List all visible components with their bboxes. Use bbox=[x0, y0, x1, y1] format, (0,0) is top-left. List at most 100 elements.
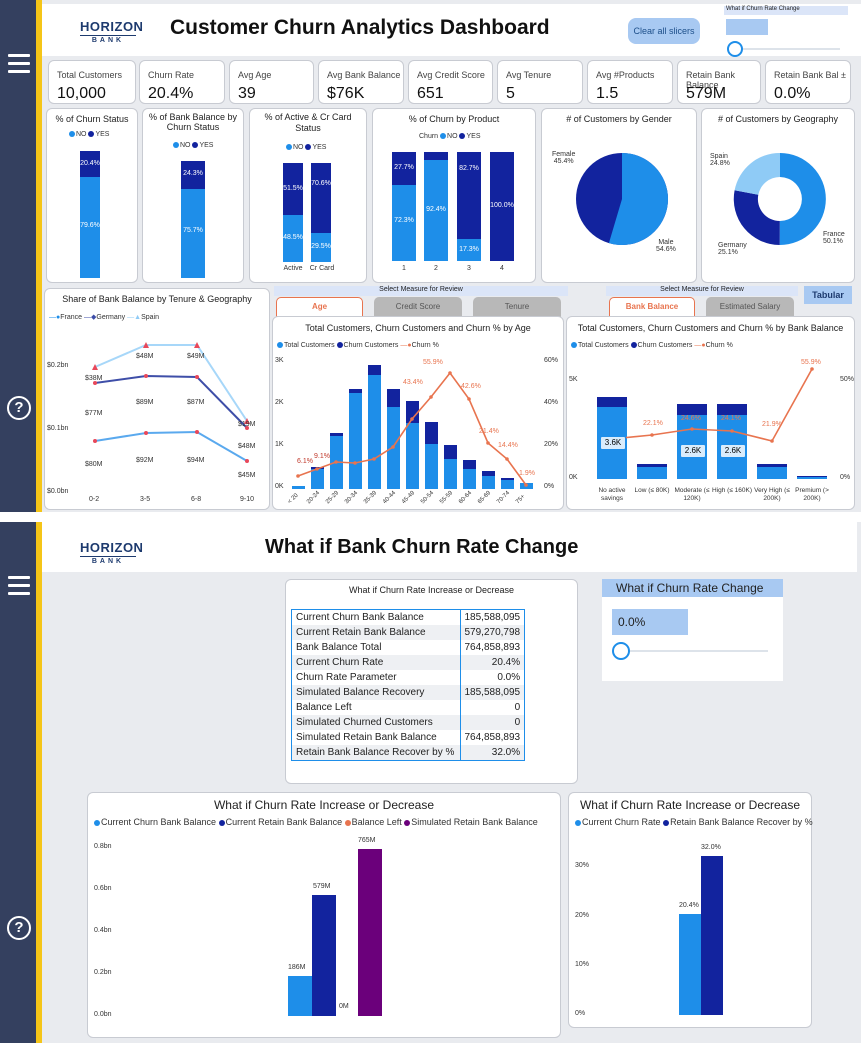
age-chart-card[interactable]: Total Customers, Churn Customers and Chu… bbox=[272, 316, 564, 510]
whatif-table-card[interactable]: What if Churn Rate Increase or Decrease … bbox=[285, 579, 578, 784]
kpi-card[interactable]: Churn Rate 20.4% bbox=[139, 60, 225, 104]
balance-chart-card[interactable]: Total Customers, Churn Customers and Chu… bbox=[566, 316, 855, 510]
simulated-retain-balance-bar[interactable] bbox=[358, 849, 382, 1016]
data-label: $94M bbox=[187, 457, 205, 464]
card-title: # of Customers by Gender bbox=[566, 114, 672, 124]
tab-estimated-salary[interactable]: Estimated Salary bbox=[706, 297, 794, 317]
kpi-label: Retain Bank Bal ± bbox=[774, 70, 846, 80]
help-icon[interactable]: ? bbox=[7, 916, 31, 940]
balance-combo-chart[interactable] bbox=[585, 357, 839, 481]
data-label: 579M bbox=[313, 883, 331, 890]
product-2-no-bar[interactable]: 92.4% bbox=[424, 160, 448, 261]
clear-slicers-button[interactable]: Clear all slicers bbox=[628, 18, 700, 44]
balance-status-card[interactable]: % of Bank Balance by Churn Status NO YES… bbox=[142, 108, 244, 283]
product-3-yes-bar[interactable]: 82.7% bbox=[457, 152, 481, 239]
accent-stripe bbox=[36, 0, 42, 512]
balance-yes-bar[interactable]: 24.3% bbox=[181, 161, 205, 189]
logo: HORIZON BANK bbox=[80, 19, 143, 44]
x-tick: Low (≤ 80K) bbox=[634, 487, 670, 494]
whatif-slicer-label: What if Churn Rate Change bbox=[724, 6, 848, 15]
tab-age[interactable]: Age bbox=[276, 297, 363, 317]
product-2-yes-bar[interactable] bbox=[424, 152, 448, 160]
tabular-button[interactable]: Tabular bbox=[804, 286, 852, 304]
whatif-bar-card[interactable]: What if Churn Rate Increase or Decrease … bbox=[87, 792, 561, 1038]
retain-recover-pct-bar[interactable] bbox=[701, 856, 723, 1015]
table-row: Current Retain Bank Balance 579,270,798 bbox=[292, 625, 525, 640]
age-combo-chart[interactable] bbox=[289, 359, 543, 489]
menu-icon[interactable] bbox=[8, 54, 30, 73]
whatif-rate-card[interactable]: What if Churn Rate Increase or Decrease … bbox=[568, 792, 813, 1028]
active-card-card[interactable]: % of Active & Cr Card Status NO YES 51.5… bbox=[249, 108, 367, 283]
x-tick: 35-39 bbox=[363, 490, 379, 506]
table-cell-value: 579,270,798 bbox=[464, 627, 521, 638]
data-label: 20.4% bbox=[679, 902, 699, 909]
churn-yes-bar[interactable]: 20.4% bbox=[80, 151, 100, 177]
page-title: What if Bank Churn Rate Change bbox=[265, 536, 579, 558]
kpi-card[interactable]: Total Customers 10,000 bbox=[48, 60, 136, 104]
product-4-yes-bar[interactable]: 100.0% bbox=[490, 152, 514, 261]
crcard-yes-bar[interactable]: 70.6% bbox=[311, 163, 331, 233]
whatif-slider-track[interactable] bbox=[736, 48, 840, 50]
tick-label: 2 bbox=[434, 265, 438, 272]
help-icon[interactable]: ? bbox=[7, 396, 31, 420]
table-cell-value: 0 bbox=[514, 702, 521, 713]
data-label: 24.1% bbox=[721, 415, 741, 422]
data-label: 21.9% bbox=[762, 421, 782, 428]
kpi-card[interactable]: Avg #Products 1.5 bbox=[587, 60, 673, 104]
active-no-bar[interactable]: 48.5% bbox=[283, 215, 303, 262]
table-cell-value: 0 bbox=[514, 717, 521, 728]
kpi-card[interactable]: Avg Bank Balance $76K bbox=[318, 60, 404, 104]
tenure-geo-lines[interactable] bbox=[83, 329, 269, 494]
kpi-label: Avg #Products bbox=[596, 70, 655, 80]
product-1-yes-bar[interactable]: 27.7% bbox=[392, 152, 416, 185]
menu-icon[interactable] bbox=[8, 576, 30, 595]
gender-card[interactable]: # of Customers by Gender Female 45.4% Mal… bbox=[541, 108, 697, 283]
kpi-label: Avg Bank Balance bbox=[327, 70, 401, 80]
balance-no-bar[interactable]: 75.7% bbox=[181, 189, 205, 278]
geography-donut[interactable] bbox=[730, 149, 830, 249]
kpi-card[interactable]: Avg Tenure 5 bbox=[497, 60, 583, 104]
geography-card[interactable]: # of Customers by Geography Spain 24.8% G… bbox=[701, 108, 855, 283]
slider-track[interactable] bbox=[620, 650, 768, 652]
table-cell-value: 185,588,095 bbox=[464, 612, 521, 623]
kpi-card[interactable]: Avg Credit Score 651 bbox=[408, 60, 493, 104]
legend: Current Churn Rate Retain Bank Balance R… bbox=[575, 817, 813, 827]
whatif-slicer-value[interactable] bbox=[726, 19, 768, 35]
y-tick: $0.1bn bbox=[47, 425, 69, 432]
table-cell-label: Current Retain Bank Balance bbox=[292, 625, 461, 640]
crcard-no-bar[interactable]: 29.5% bbox=[311, 233, 331, 262]
data-label: 21.4% bbox=[479, 428, 499, 435]
kpi-card[interactable]: Avg Age 39 bbox=[229, 60, 314, 104]
slider-handle[interactable] bbox=[612, 642, 630, 660]
table-cell-value: 764,858,893 bbox=[464, 642, 521, 653]
churn-no-bar[interactable]: 79.6% bbox=[80, 177, 100, 278]
data-label: 14.4% bbox=[498, 442, 518, 449]
kpi-card[interactable]: Retain Bank Bal ± 0.0% bbox=[765, 60, 851, 104]
active-yes-bar[interactable]: 51.5% bbox=[283, 163, 303, 215]
churn-product-card[interactable]: % of Churn by Product Churn NO YES 27.7%… bbox=[372, 108, 536, 283]
tab-credit-score[interactable]: Credit Score bbox=[374, 297, 462, 317]
churn-status-card[interactable]: % of Churn Status NO YES 20.4% 79.6% bbox=[46, 108, 138, 283]
kpi-card[interactable]: Retain Bank Balance 579M bbox=[677, 60, 761, 104]
table-cell-label: Simulated Churned Customers bbox=[292, 715, 461, 730]
product-1-no-bar[interactable]: 72.3% bbox=[392, 185, 416, 261]
current-churn-rate-bar[interactable] bbox=[679, 914, 701, 1015]
product-3-no-bar[interactable]: 17.3% bbox=[457, 239, 481, 261]
sidebar: ? bbox=[0, 522, 36, 1043]
table-row: Churn Rate Parameter 0.0% bbox=[292, 670, 524, 685]
table-cell-label: Retain Bank Balance Recover by % bbox=[292, 745, 461, 760]
whatif-slider-handle[interactable] bbox=[727, 41, 743, 57]
tab-bank-balance[interactable]: Bank Balance bbox=[609, 297, 695, 317]
current-retain-balance-bar[interactable] bbox=[312, 895, 336, 1016]
kpi-label: Avg Credit Score bbox=[417, 70, 485, 80]
slicer-value-input[interactable]: 0.0% bbox=[612, 609, 688, 635]
female-label: Female 45.4% bbox=[552, 151, 576, 165]
tab-tenure[interactable]: Tenure bbox=[473, 297, 561, 317]
data-label: $77M bbox=[85, 410, 103, 417]
whatif-slicer[interactable]: What if Churn Rate Change 0.0% bbox=[602, 579, 783, 681]
tenure-geo-card[interactable]: Share of Bank Balance by Tenure & Geogra… bbox=[44, 288, 270, 510]
current-churn-balance-bar[interactable] bbox=[288, 976, 312, 1016]
table-row: Simulated Retain Bank Balance 764,858,893 bbox=[292, 730, 524, 745]
kpi-label: Avg Age bbox=[238, 70, 272, 80]
gender-pie[interactable] bbox=[572, 149, 672, 249]
